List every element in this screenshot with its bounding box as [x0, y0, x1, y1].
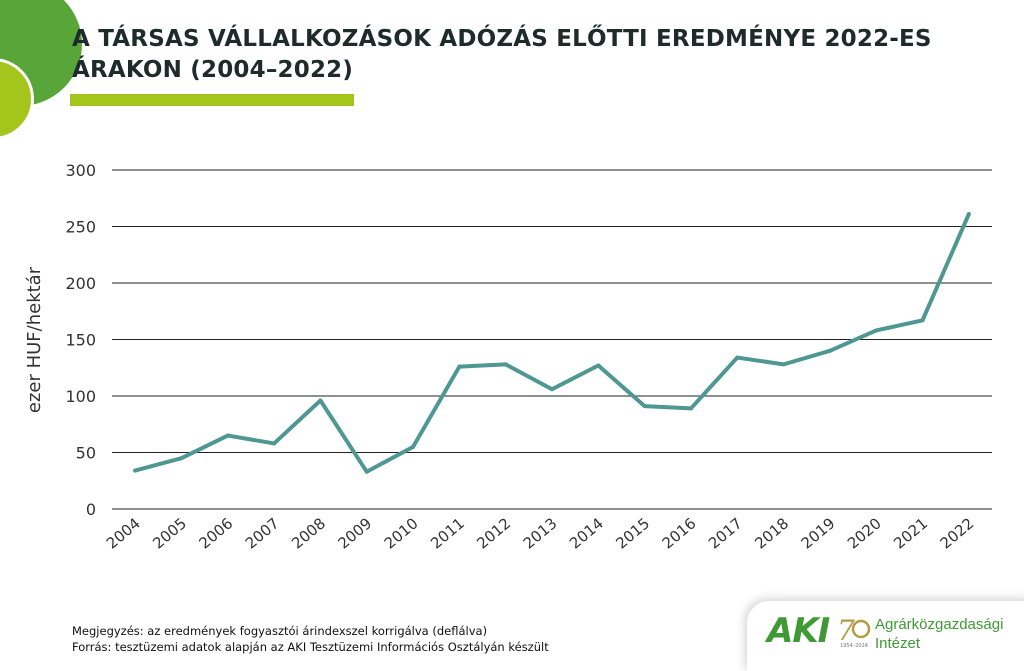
- series-line: [133, 212, 971, 474]
- footnotes: Megjegyzés: az eredmények fogyasztói ári…: [72, 623, 549, 655]
- chart-title-line1: A TÁRSAS VÁLLALKOZÁSOK ADÓZÁS ELŐTTI ERE…: [72, 26, 932, 52]
- data-point: [874, 328, 879, 333]
- x-tick-label: 2012: [473, 514, 514, 552]
- data-point: [781, 362, 786, 367]
- x-tick-label: 2013: [520, 514, 561, 552]
- x-tick-label: 2015: [612, 514, 653, 552]
- data-point: [411, 444, 416, 449]
- chart-title: A TÁRSAS VÁLLALKOZÁSOK ADÓZÁS ELŐTTI ERE…: [72, 24, 972, 86]
- x-tick-label: 2008: [288, 514, 329, 552]
- y-tick-label: 50: [76, 444, 96, 463]
- data-point: [133, 468, 138, 473]
- x-tick-label: 2010: [381, 514, 422, 552]
- logo-years: 1954–2024: [840, 643, 868, 649]
- y-tick-label: 250: [65, 218, 96, 237]
- x-tick-label: 2019: [798, 514, 839, 552]
- data-point: [318, 398, 323, 403]
- data-point: [179, 456, 184, 461]
- data-point: [735, 355, 740, 360]
- data-point: [225, 433, 230, 438]
- logo-name-line2: Intézet: [875, 635, 921, 652]
- chart-title-line2: ÁRAKON (2004–2022): [72, 57, 354, 83]
- x-tick-label: 2006: [196, 514, 237, 552]
- svg-text:7: 7: [837, 614, 855, 647]
- y-tick-label: 0: [86, 500, 96, 519]
- x-tick-label: 2018: [751, 514, 792, 552]
- y-tick-label: 150: [65, 331, 96, 350]
- data-point: [503, 362, 508, 367]
- data-point: [642, 404, 647, 409]
- data-point: [364, 469, 369, 474]
- x-tick-label: 2005: [149, 514, 190, 552]
- logo-aki-mark: AKI: [767, 611, 830, 651]
- y-axis-label: ezer HUF/hektár: [24, 266, 45, 413]
- logo-name: Agrárközgazdasági Intézet: [875, 615, 1003, 653]
- x-tick-label: 2021: [890, 514, 931, 552]
- data-point: [272, 441, 277, 446]
- data-point: [920, 318, 925, 323]
- x-tick-label: 2022: [937, 514, 978, 552]
- x-axis-ticks: 2004 2005 2006 2007 2008 2009 2010 2011 2012 2013…: [103, 514, 978, 552]
- x-tick-label: 2009: [334, 514, 375, 552]
- footnote-source: Forrás: tesztüzemi adatok alapján az AKI…: [72, 640, 549, 654]
- x-tick-label: 2007: [242, 514, 283, 552]
- x-tick-label: 2011: [427, 514, 468, 552]
- data-point: [827, 348, 832, 353]
- data-point: [688, 406, 693, 411]
- data-point: [966, 212, 971, 217]
- data-point: [550, 387, 554, 392]
- logo-name-line1: Agrárközgazdasági: [875, 616, 1004, 633]
- x-tick-label: 2016: [659, 514, 700, 552]
- y-tick-label: 100: [65, 387, 96, 406]
- x-tick-label: 2014: [566, 514, 607, 552]
- y-axis-ticks: 0 50 100 150 200 250 300: [65, 161, 96, 519]
- footnote-note: Megjegyzés: az eredmények fogyasztói ári…: [72, 624, 488, 638]
- title-underline-bar: [70, 94, 354, 106]
- data-points: [133, 212, 971, 474]
- x-tick-label: 2004: [103, 514, 144, 552]
- x-tick-label: 2017: [705, 514, 746, 552]
- anniversary-70-icon: 7 1954–2024: [837, 614, 871, 649]
- data-point: [457, 364, 462, 369]
- logo-aki: AKI 7 1954–2024 Agrárközgazdasági Intéze…: [747, 601, 1024, 671]
- y-tick-label: 200: [65, 274, 96, 293]
- y-tick-label: 300: [65, 161, 96, 180]
- gridlines: [112, 169, 992, 510]
- data-point: [596, 363, 601, 368]
- x-tick-label: 2020: [844, 514, 885, 552]
